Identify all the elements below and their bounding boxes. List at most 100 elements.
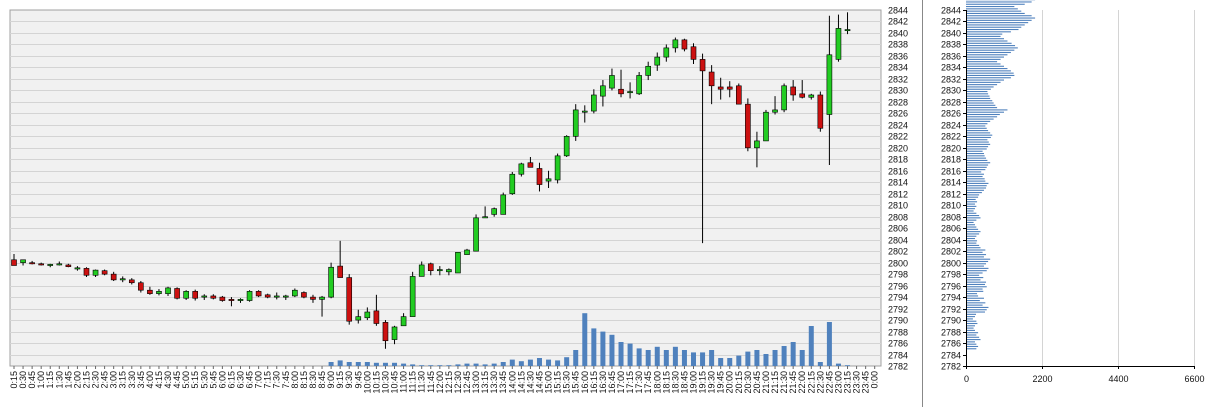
volume-bar	[817, 362, 823, 366]
candle	[527, 156, 534, 168]
candle	[427, 262, 434, 276]
volume-bar	[546, 359, 552, 366]
profile-price-tick-label: 2800	[941, 259, 961, 269]
candle-body	[609, 75, 615, 89]
candle-body	[808, 94, 815, 98]
candle	[382, 320, 389, 349]
candle	[237, 298, 244, 303]
profile-bar	[966, 180, 986, 182]
candle	[754, 131, 760, 168]
time-tick-label: 19:15	[698, 371, 708, 394]
time-tick-label: 10:00	[362, 371, 372, 394]
candle	[92, 269, 99, 277]
candle-body	[545, 178, 552, 182]
price-tick-label: 2794	[888, 293, 908, 303]
volume-bar	[582, 313, 588, 366]
candle-body	[536, 168, 543, 185]
profile-bar	[966, 155, 985, 157]
profile-bar	[966, 228, 979, 230]
time-tick-label: 14:15	[516, 371, 526, 394]
volume-bar	[645, 350, 651, 366]
profile-bar	[966, 38, 1004, 40]
volume-bar	[609, 334, 615, 366]
profile-bar	[966, 72, 1014, 74]
profile-price-tick-label: 2804	[941, 236, 961, 246]
time-tick-label: 16:45	[607, 371, 617, 394]
time-tick-label: 0:45	[27, 371, 37, 389]
time-tick-label: 3:45	[136, 371, 146, 389]
candle-body	[29, 262, 35, 265]
profile-bar	[966, 212, 977, 214]
candle	[835, 14, 842, 62]
profile-bar	[966, 15, 1032, 17]
time-tick-label: 9:30	[344, 371, 354, 389]
profile-bar	[966, 205, 977, 207]
candle	[65, 263, 72, 268]
candle-body	[282, 295, 289, 298]
profile-bar	[966, 192, 982, 194]
time-tick-label: 4:30	[163, 371, 173, 389]
profile-bar	[966, 320, 977, 322]
candle-body	[346, 277, 353, 322]
candle	[210, 294, 217, 300]
candle	[11, 254, 17, 266]
time-tick-label: 23:15	[843, 371, 853, 394]
candle	[600, 80, 606, 107]
price-tick-label: 2824	[888, 121, 908, 131]
profile-bar	[966, 233, 980, 235]
price-tick-label: 2820	[888, 144, 908, 154]
candle-body	[192, 291, 198, 299]
profile-price-tick-label: 2824	[941, 121, 961, 131]
time-tick-label: 2:15	[81, 371, 91, 389]
candle	[572, 104, 579, 141]
candle-body	[373, 310, 380, 324]
candle	[763, 109, 769, 142]
price-tick-label: 2828	[888, 98, 908, 108]
time-tick-label: 5:15	[190, 371, 200, 389]
candle-body	[554, 155, 561, 181]
candle-body	[763, 111, 769, 142]
candle-body	[563, 136, 570, 157]
time-tick-label: 1:30	[54, 371, 64, 389]
candle	[319, 295, 325, 317]
candle	[228, 297, 235, 307]
profile-bar	[966, 51, 1011, 54]
candle	[310, 294, 316, 303]
candle-body	[708, 71, 715, 87]
candle	[654, 52, 661, 71]
price-tick-label: 2812	[888, 190, 908, 200]
candle-body	[310, 296, 316, 300]
profile-bar	[966, 325, 975, 327]
volume-bar	[781, 346, 787, 366]
candle	[745, 98, 751, 152]
profile-bar	[966, 146, 989, 148]
profile-bar	[966, 208, 975, 210]
profile-bar	[966, 120, 991, 122]
volume-bar	[446, 365, 452, 366]
time-tick-label: 20:15	[734, 371, 744, 394]
candle-body	[600, 85, 606, 97]
candle	[56, 261, 63, 266]
time-tick-label: 14:30	[525, 371, 535, 394]
candle	[138, 281, 144, 293]
profile-bar	[966, 189, 984, 191]
time-tick-label: 2:00	[72, 371, 82, 389]
price-tick-label: 2844	[888, 6, 908, 16]
profile-price-tick-label: 2794	[941, 293, 961, 303]
price-tick-label: 2842	[888, 17, 908, 27]
candle	[119, 276, 126, 283]
volume-bar	[573, 350, 579, 366]
price-grid	[10, 21, 881, 356]
volume-bar	[518, 361, 524, 366]
profile-bar	[966, 116, 998, 118]
volume-bar	[826, 322, 832, 366]
profile-bar	[966, 88, 991, 90]
profile-bar	[966, 334, 977, 336]
volume-bar	[709, 350, 715, 366]
candle	[509, 171, 516, 195]
time-tick-label: 21:45	[788, 371, 798, 394]
profile-bar	[966, 215, 980, 217]
candle-body	[138, 282, 144, 291]
volume-bar	[772, 350, 778, 366]
